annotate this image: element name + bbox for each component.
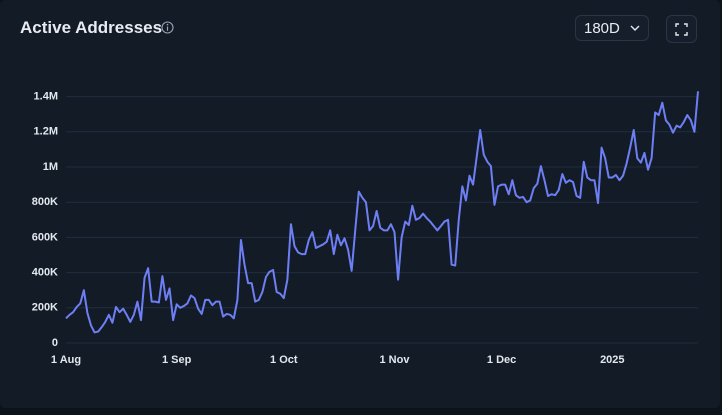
- data-line: [65, 91, 699, 334]
- y-tick-label: 600K: [32, 231, 58, 243]
- x-tick-label: 2025: [600, 354, 624, 366]
- y-tick-label: 1M: [43, 161, 58, 173]
- x-tick-label: 1 Nov: [380, 354, 411, 366]
- range-label: 180D: [584, 20, 620, 37]
- info-icon[interactable]: [161, 21, 174, 34]
- chart-title: Active Addresses: [20, 18, 163, 37]
- range-select[interactable]: 180D: [575, 15, 649, 41]
- fullscreen-icon: [675, 23, 688, 36]
- fullscreen-button[interactable]: [666, 15, 697, 43]
- y-tick-label: 800K: [32, 196, 58, 208]
- y-tick-label: 1.2M: [34, 126, 58, 138]
- x-tick-label: 1 Aug: [51, 354, 81, 366]
- chevron: [630, 25, 640, 31]
- y-tick-label: 1.4M: [34, 91, 58, 103]
- y-tick-label: 0: [52, 337, 58, 349]
- x-tick-label: 1 Oct: [270, 354, 298, 366]
- x-tick-label: 1 Sep: [162, 354, 192, 366]
- y-tick-label: 400K: [32, 267, 58, 279]
- x-tick-label: 1 Dec: [487, 354, 516, 366]
- y-tick-label: 200K: [32, 302, 58, 314]
